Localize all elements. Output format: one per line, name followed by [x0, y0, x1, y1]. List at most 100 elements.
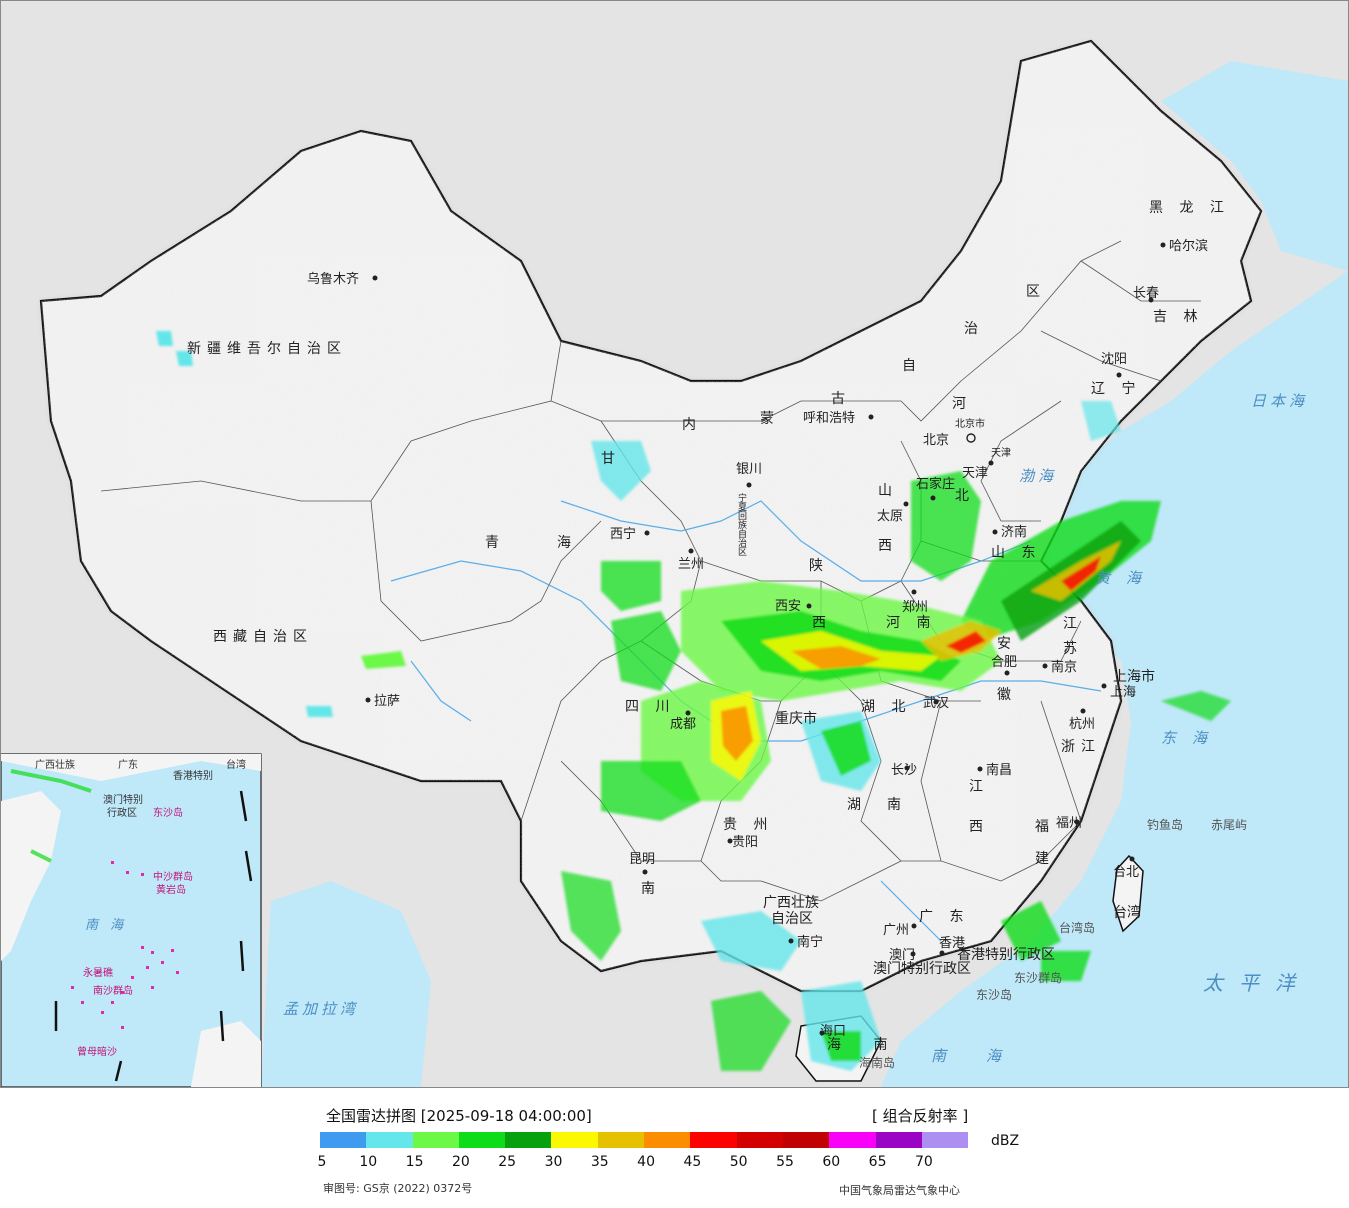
prov-ningxia: 宁夏回族自治区 [736, 492, 747, 556]
sea-labels: 日本海 渤海 黄海 东海 太平洋 南海 孟加拉湾 [283, 392, 1311, 1065]
city-beijing: 北京 [923, 433, 949, 448]
inset-nansha: 南沙群岛 [93, 984, 133, 997]
prov-heilongjiang: 黑 龙 江 [1149, 200, 1230, 216]
city-labels: 乌鲁木齐 拉萨 西宁 兰州 银川 呼和浩特 哈尔滨 长春 沈阳 北京 天津 石家… [307, 238, 1208, 1039]
city-taipei: 台北 [1113, 865, 1139, 880]
city-hangzhou: 杭州 [1069, 717, 1095, 732]
prov-taiwan: 台湾 [1113, 904, 1141, 921]
prov-hebei-1: 河 [952, 396, 972, 412]
city-zhengzhou: 郑州 [902, 600, 928, 615]
city-wuhan: 武汉 [923, 696, 949, 711]
legend-swatch [921, 1132, 969, 1148]
city-xian: 西安 [775, 599, 801, 614]
city-jinan: 济南 [1001, 524, 1027, 540]
island-chiwei: 赤尾屿 [1211, 818, 1247, 832]
approval-number: 审图号: GS京 (2022) 0372号 [323, 1182, 473, 1195]
legend-tick-label: 40 [637, 1154, 656, 1170]
prov-tianjin: 天津 [991, 447, 1011, 459]
legend-tick-label: 10 [359, 1154, 378, 1170]
taiwan-island-shape [1112, 854, 1144, 933]
map-title: 全国雷达拼图 [2025-09-18 04:00:00] [326, 1107, 592, 1125]
city-kunming: 昆明 [629, 852, 655, 867]
prov-hunan-1: 湖 [847, 797, 867, 813]
color-scale-ticks: 5 10 15 20 25 30 35 40 45 50 55 60 65 70 [317, 1154, 1020, 1172]
prov-neimeng-6: 区 [1026, 284, 1046, 300]
legend-tick-label: 15 [405, 1154, 424, 1170]
city-nanning: 南宁 [797, 934, 823, 950]
prov-zhejiang: 浙江 [1061, 739, 1101, 755]
map-canvas: 新疆维吾尔自治区 西藏自治区 青 海 甘 内 蒙 古 自 治 区 黑 龙 江 吉… [1, 39, 1348, 1087]
legend-swatch [782, 1132, 830, 1148]
radar-map: 新疆维吾尔自治区 西藏自治区 青 海 甘 内 蒙 古 自 治 区 黑 龙 江 吉… [0, 0, 1349, 1088]
city-markers [365, 242, 1166, 1036]
legend-tick-label: 65 [868, 1154, 887, 1170]
prov-guangxi-1: 广西壮族 [763, 895, 819, 911]
city-urumqi: 乌鲁木齐 [307, 271, 359, 287]
legend-tick-label: 5 [317, 1154, 327, 1170]
sea-japan: 日本海 [1251, 392, 1308, 410]
sea-pacific: 太平洋 [1203, 971, 1311, 995]
inset-macau: 澳门特别 [103, 793, 143, 806]
inset-yongshu: 永暑礁 [83, 966, 113, 979]
inset-labels: 广西壮族 广东 香港特别 台湾 澳门特别 行政区 东沙岛 中沙群岛 黄岩岛 南 … [35, 758, 246, 1058]
inset-dongsha: 东沙岛 [153, 806, 183, 819]
prov-neimeng-5: 治 [964, 321, 984, 337]
prov-liaoning: 辽 宁 [1091, 380, 1141, 397]
prov-macau: 澳门特别行政区 [873, 961, 971, 977]
island-labels: 钓鱼岛 赤尾屿 台湾岛 东沙群岛 东沙岛 海南岛 [859, 817, 1247, 1070]
legend-swatch [458, 1132, 506, 1148]
color-scale-bar [320, 1132, 969, 1148]
prov-fujian-2: 建 [1035, 851, 1055, 867]
city-shanghai: 上海 [1110, 685, 1136, 700]
china-landmass [39, 39, 1263, 1082]
prov-neimeng-3: 古 [831, 391, 851, 407]
city-shenyang: 沈阳 [1101, 352, 1127, 367]
prov-shandong: 山 东 [991, 545, 1041, 561]
prov-qinghai-2: 海 [557, 535, 577, 551]
city-chengdu: 成都 [670, 717, 696, 732]
inset-huangyan: 黄岩岛 [156, 883, 186, 896]
island-dongsha-islands: 东沙群岛 [1014, 970, 1062, 985]
inset-region: 行政区 [107, 806, 137, 819]
city-fuzhou: 福州 [1056, 816, 1082, 831]
radar-echoes [156, 331, 1231, 1071]
city-haikou: 海口 [820, 1024, 846, 1039]
prov-shaanxi-1: 陕 [809, 558, 829, 574]
sea-bengal: 孟加拉湾 [283, 1000, 359, 1018]
sea-yellow: 黄海 [1095, 569, 1157, 587]
prov-anhui-2: 徽 [997, 687, 1017, 703]
prov-shanxi-1: 山 [878, 483, 898, 499]
prov-neimeng-2: 蒙 [760, 411, 780, 427]
legend-swatch [551, 1132, 598, 1148]
island-dongsha: 东沙岛 [976, 987, 1012, 1002]
prov-jiangsu-1: 江 [1063, 616, 1083, 632]
legend-panel: 全国雷达拼图 [2025-09-18 04:00:00] [ 组合反射率 ] d… [0, 1088, 1349, 1208]
sea-areas [261, 61, 1348, 1087]
legend-tick-label: 60 [822, 1154, 841, 1170]
city-guangzhou: 广州 [883, 923, 909, 938]
legend-swatch [875, 1132, 922, 1148]
legend-swatch [366, 1132, 413, 1148]
city-shijiazhuang: 石家庄 [916, 476, 955, 492]
prov-beijing: 北京市 [955, 417, 985, 430]
province-labels: 新疆维吾尔自治区 西藏自治区 青 海 甘 内 蒙 古 自 治 区 黑 龙 江 吉… [187, 200, 1230, 1053]
prov-neimeng-1: 内 [682, 417, 702, 433]
south-sea-inset [1, 753, 262, 1087]
inset-guangdong: 广东 [118, 758, 138, 771]
inset-guangxi: 广西壮族 [35, 758, 75, 771]
legend-swatch [690, 1132, 737, 1148]
legend-swatch [320, 1132, 367, 1148]
island-hainan: 海南岛 [859, 1055, 895, 1070]
sea-bohai: 渤海 [1019, 467, 1057, 485]
city-macau: 澳门 [889, 947, 915, 963]
prov-shanghai: 上海市 [1113, 668, 1155, 685]
city-nanchang: 南昌 [986, 762, 1012, 778]
legend-tick-label: 70 [914, 1154, 933, 1170]
prov-anhui-1: 安 [997, 636, 1017, 652]
legend-swatch [412, 1132, 459, 1148]
prov-hubei: 湖 北 [861, 699, 911, 715]
prov-guangdong: 广 东 [919, 909, 969, 925]
prov-shaanxi-2: 西 [812, 615, 832, 631]
city-changsha: 长沙 [891, 763, 917, 778]
prov-hk: 香港特别行政区 [957, 947, 1055, 963]
